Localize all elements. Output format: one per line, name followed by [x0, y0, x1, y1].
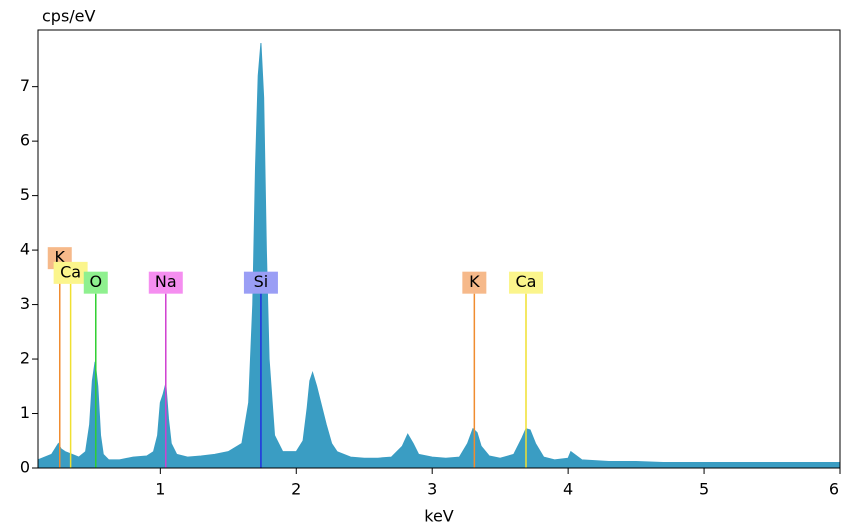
- y-tick-label: 7: [20, 76, 30, 95]
- element-label-bg: [462, 271, 487, 294]
- y-tick-label: 2: [20, 349, 30, 368]
- element-label-bg: [243, 271, 278, 294]
- x-tick-label: 2: [291, 480, 301, 499]
- y-tick-label: 3: [20, 294, 30, 313]
- element-label: Si: [254, 272, 269, 291]
- plot-frame: [37, 29, 841, 469]
- y-axis-label: cps/eV: [42, 7, 96, 26]
- element-label: K: [469, 272, 480, 291]
- element-label: Ca: [516, 272, 537, 291]
- element-label: Ca: [60, 262, 81, 281]
- y-tick-label: 1: [20, 403, 30, 422]
- spectrum-area: [37, 43, 841, 469]
- y-tick-label: 6: [20, 131, 30, 150]
- element-label-bg: [148, 271, 183, 294]
- y-tick-label: 0: [20, 458, 30, 477]
- x-tick-label: 3: [427, 480, 437, 499]
- element-label: O: [89, 272, 102, 291]
- x-tick-label: 5: [699, 480, 709, 499]
- x-tick-label: 1: [155, 480, 165, 499]
- element-label-bg: [508, 271, 543, 294]
- y-tick-label: 5: [20, 185, 30, 204]
- element-label: K: [54, 248, 65, 267]
- x-tick-label: 6: [829, 480, 839, 499]
- x-axis-label: keV: [424, 507, 454, 526]
- element-label-bg: [83, 271, 108, 294]
- element-label: Na: [155, 272, 177, 291]
- y-tick-label: 4: [20, 240, 30, 259]
- element-label-bg: [53, 261, 88, 284]
- x-tick-label: 4: [563, 480, 573, 499]
